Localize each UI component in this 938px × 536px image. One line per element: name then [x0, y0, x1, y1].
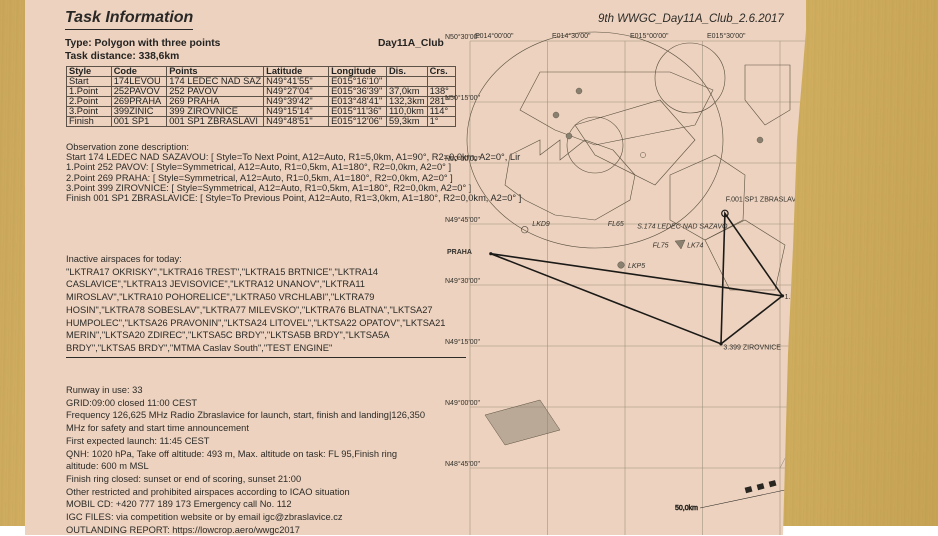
svg-text:LK74: LK74: [687, 243, 703, 250]
svg-text:PRAHA: PRAHA: [447, 249, 472, 256]
svg-text:3.399 ZIROVNICE: 3.399 ZIROVNICE: [723, 345, 781, 352]
svg-text:N50°15'00": N50°15'00": [445, 94, 481, 102]
svg-text:N48°45'00": N48°45'00": [445, 460, 481, 468]
svg-text:LKP5: LKP5: [628, 263, 645, 270]
svg-text:S.174 LEDEC NAD SAZAVO: S.174 LEDEC NAD SAZAVO: [637, 224, 728, 231]
svg-text:N49°15'00": N49°15'00": [445, 338, 481, 346]
svg-text:N49°30'00": N49°30'00": [445, 277, 481, 285]
svg-text:E014°30'00": E014°30'00": [552, 32, 591, 40]
svg-text:E014°00'00": E014°00'00": [475, 32, 514, 40]
svg-text:E015°00'00": E015°00'00": [630, 32, 669, 40]
svg-text:50,0km: 50,0km: [675, 505, 698, 512]
svg-text:N49°45'00": N49°45'00": [445, 216, 481, 224]
svg-text:FL65: FL65: [608, 221, 624, 228]
svg-text:E015°30'00": E015°30'00": [707, 32, 746, 40]
svg-text:N50°30'00": N50°30'00": [445, 33, 481, 41]
svg-text:FL75: FL75: [653, 243, 669, 250]
svg-text:N50°00'00": N50°00'00": [445, 155, 481, 163]
svg-text:LKD9: LKD9: [532, 221, 550, 228]
svg-text:N49°00'00": N49°00'00": [445, 399, 481, 407]
